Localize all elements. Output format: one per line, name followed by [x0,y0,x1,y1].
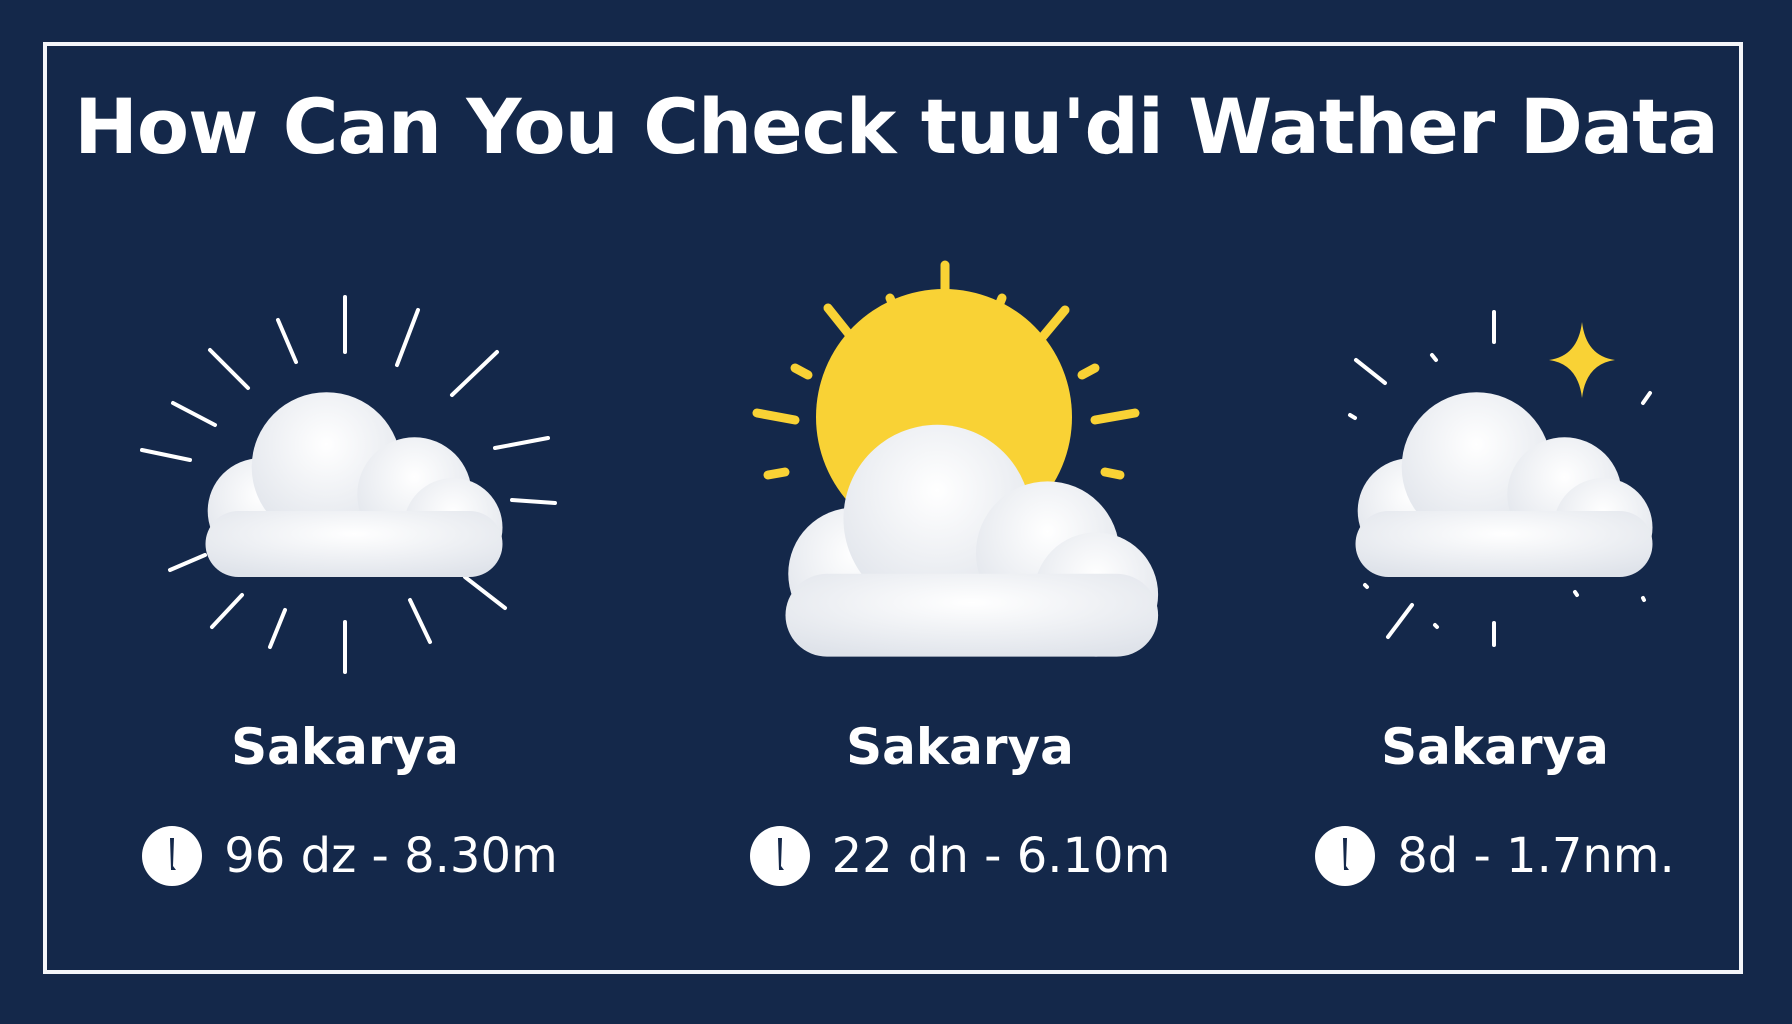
clock-icon [749,826,810,886]
cloud-with-rays-icon [140,295,557,674]
card-1-reading: 96 dz - 8.30m [224,828,558,884]
card-2-reading: 22 dn - 6.10m [831,828,1171,884]
card-3-reading-row: 8d - 1.7nm. [1235,826,1755,886]
page-title: How Can You Check tuu'di Wather Data [74,82,1718,171]
card-3-city: Sakarya [1381,718,1609,776]
sparkle-icon [1549,322,1615,398]
sun-behind-cloud-icon [752,260,1159,657]
card-1-city: Sakarya [231,718,459,776]
clock-icon [1315,826,1376,886]
clock-icon [142,826,203,886]
card-3-reading: 8d - 1.7nm. [1397,828,1675,884]
card-2-city: Sakarya [846,718,1074,776]
card-1-reading-row: 96 dz - 8.30m [90,826,610,886]
border-frame [43,42,1743,974]
cloud-with-sparkle-icon [1348,310,1653,647]
card-2-reading-row: 22 dn - 6.10m [700,826,1220,886]
